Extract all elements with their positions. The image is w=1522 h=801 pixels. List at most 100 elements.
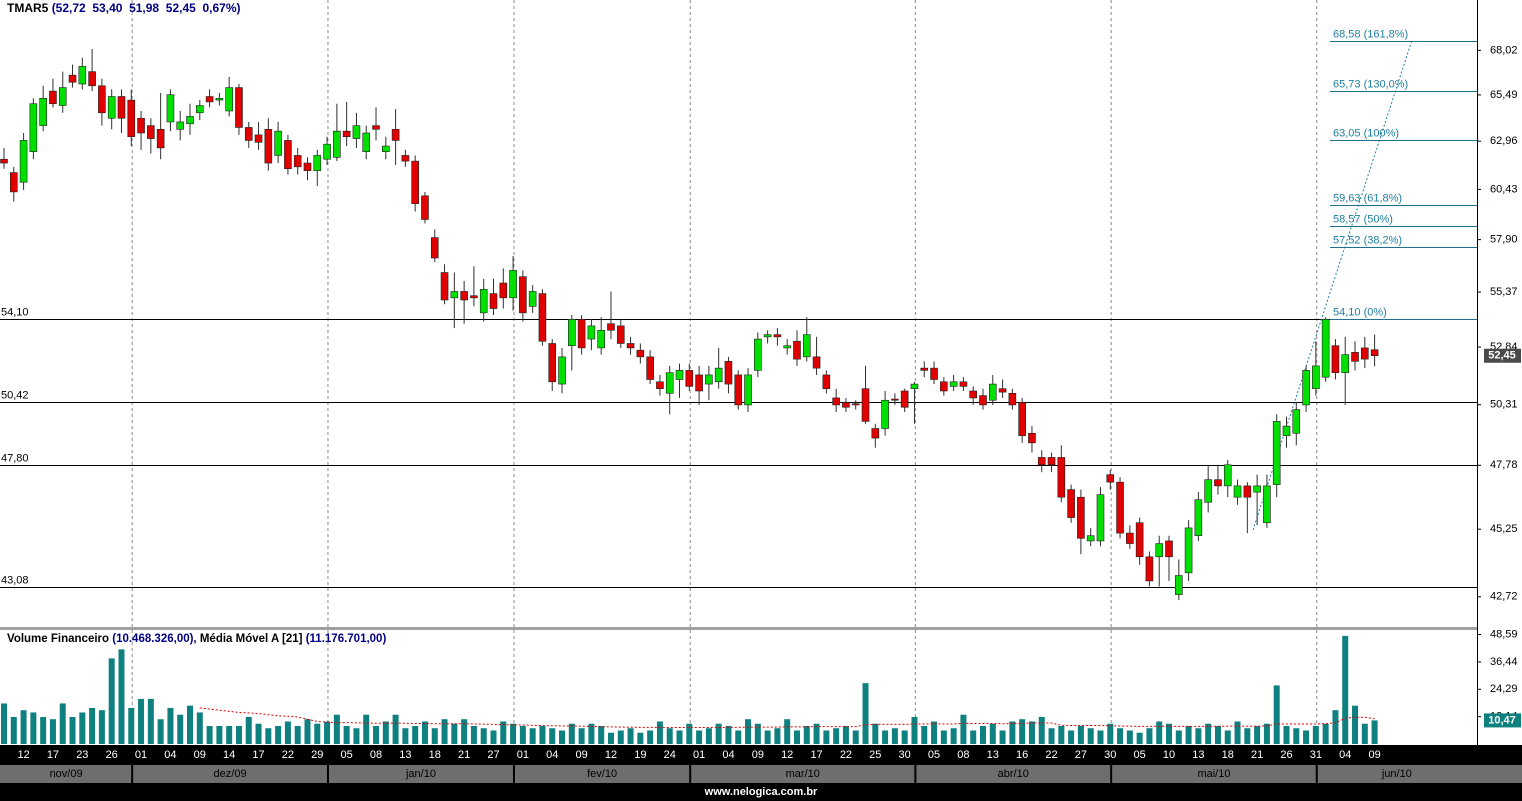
month-label: mar/10 xyxy=(786,768,820,780)
volume-bar xyxy=(1263,723,1270,744)
x-tick-label: 04 xyxy=(1339,749,1351,761)
candle-body xyxy=(597,329,605,349)
x-tick-label: 17 xyxy=(810,749,822,761)
volume-bar xyxy=(1303,730,1310,744)
x-tick-label: 27 xyxy=(1075,749,1087,761)
volume-bar xyxy=(480,728,487,744)
candle-body xyxy=(1272,421,1281,485)
y-tick-label: 55,37 xyxy=(1490,286,1518,298)
header: TMAR5 (52,72 53,40 51,98 52,45 0,67%) xyxy=(7,1,241,15)
candle-body xyxy=(577,319,586,349)
volume-bar xyxy=(539,725,546,744)
volume-bar xyxy=(431,728,438,744)
candle-body xyxy=(186,116,194,125)
x-tick-label: 05 xyxy=(341,749,353,761)
candle-body xyxy=(998,388,1007,393)
candle-body xyxy=(969,390,978,399)
volume-bar xyxy=(1224,730,1231,744)
candle-body xyxy=(489,293,498,309)
candle-body xyxy=(215,98,224,101)
candle-body xyxy=(1263,485,1271,524)
volume-bar xyxy=(617,730,624,744)
candle-body xyxy=(920,367,929,371)
month-label: dez/09 xyxy=(214,768,247,780)
volume-bar xyxy=(89,707,96,744)
volume-bar xyxy=(1156,721,1163,744)
x-tick-label: 19 xyxy=(634,749,646,761)
candle-body xyxy=(1184,527,1193,574)
candle-body xyxy=(695,374,703,392)
y-tick-label: 60,43 xyxy=(1490,183,1518,195)
candle-body xyxy=(861,388,870,422)
volume-bar xyxy=(578,728,585,744)
volume-bar xyxy=(931,721,938,744)
candle-body xyxy=(1175,575,1183,595)
support-label: 54,10 xyxy=(1,306,29,318)
candle-body xyxy=(851,403,860,406)
volume-bar xyxy=(108,658,115,744)
volume-bar xyxy=(1185,725,1192,744)
x-tick-label: 08 xyxy=(957,749,969,761)
x-tick-label: 25 xyxy=(869,749,881,761)
candle-body xyxy=(626,343,635,349)
support-label: 47,80 xyxy=(1,452,29,464)
candle-body xyxy=(470,295,478,299)
x-tick-label: 12 xyxy=(781,749,793,761)
candle-body xyxy=(1018,402,1026,436)
candle-body xyxy=(430,237,439,259)
candle-body xyxy=(1341,354,1350,373)
volume-bar xyxy=(1352,705,1359,744)
y-tick-label: 48,59 xyxy=(1490,628,1518,640)
volume-bar xyxy=(98,710,105,744)
x-tick-label: 21 xyxy=(458,749,470,761)
candle-body xyxy=(891,398,899,401)
volume-bar xyxy=(226,725,233,744)
y-tick-label: 36,44 xyxy=(1490,656,1518,668)
month-label: mai/10 xyxy=(1197,768,1230,780)
candle-body xyxy=(264,129,273,164)
candle-body xyxy=(1194,499,1203,537)
candle-body xyxy=(1077,496,1085,539)
y-tick-label: 57,90 xyxy=(1490,234,1518,246)
x-tick-label: 22 xyxy=(282,749,294,761)
x-tick-label: 04 xyxy=(546,749,558,761)
volume-bar xyxy=(216,725,223,744)
volume-bar xyxy=(40,716,47,744)
volume-bar xyxy=(402,728,409,744)
candle-body xyxy=(254,134,263,143)
x-tick-label: 01 xyxy=(693,749,705,761)
x-tick-label: 04 xyxy=(722,749,734,761)
volume-bar xyxy=(206,725,213,744)
x-tick-label: 12 xyxy=(17,749,29,761)
legend-name: Volume Financeiro xyxy=(7,633,109,645)
volume-bar xyxy=(862,683,869,744)
candle-body xyxy=(1116,481,1124,534)
fibonacci-label: 58,57 (50%) xyxy=(1333,213,1393,225)
candle-body xyxy=(1135,522,1144,558)
volume-bar xyxy=(138,698,145,744)
volume-bar xyxy=(686,723,693,744)
volume-bar xyxy=(901,730,908,744)
volume-bar xyxy=(656,721,663,744)
candle-body xyxy=(1351,352,1359,362)
candle-body xyxy=(244,127,253,141)
month-label: nov/09 xyxy=(50,768,83,780)
volume-bar xyxy=(79,712,86,744)
volume-bar xyxy=(392,714,399,744)
candle-body xyxy=(773,334,782,338)
candle-body xyxy=(176,121,185,130)
volume-bar xyxy=(970,730,977,744)
x-tick-label: 05 xyxy=(928,749,940,761)
volume-bar xyxy=(696,730,703,744)
candle-body xyxy=(78,66,87,85)
volume-bar xyxy=(1058,725,1065,744)
x-tick-label: 13 xyxy=(399,749,411,761)
candle-body xyxy=(440,272,449,301)
volume-bar xyxy=(167,707,174,744)
volume-bar xyxy=(265,728,272,744)
candle-body xyxy=(587,325,596,340)
candle-body xyxy=(1233,485,1242,498)
support-label: 43,08 xyxy=(1,574,29,586)
candle-body xyxy=(342,130,351,138)
